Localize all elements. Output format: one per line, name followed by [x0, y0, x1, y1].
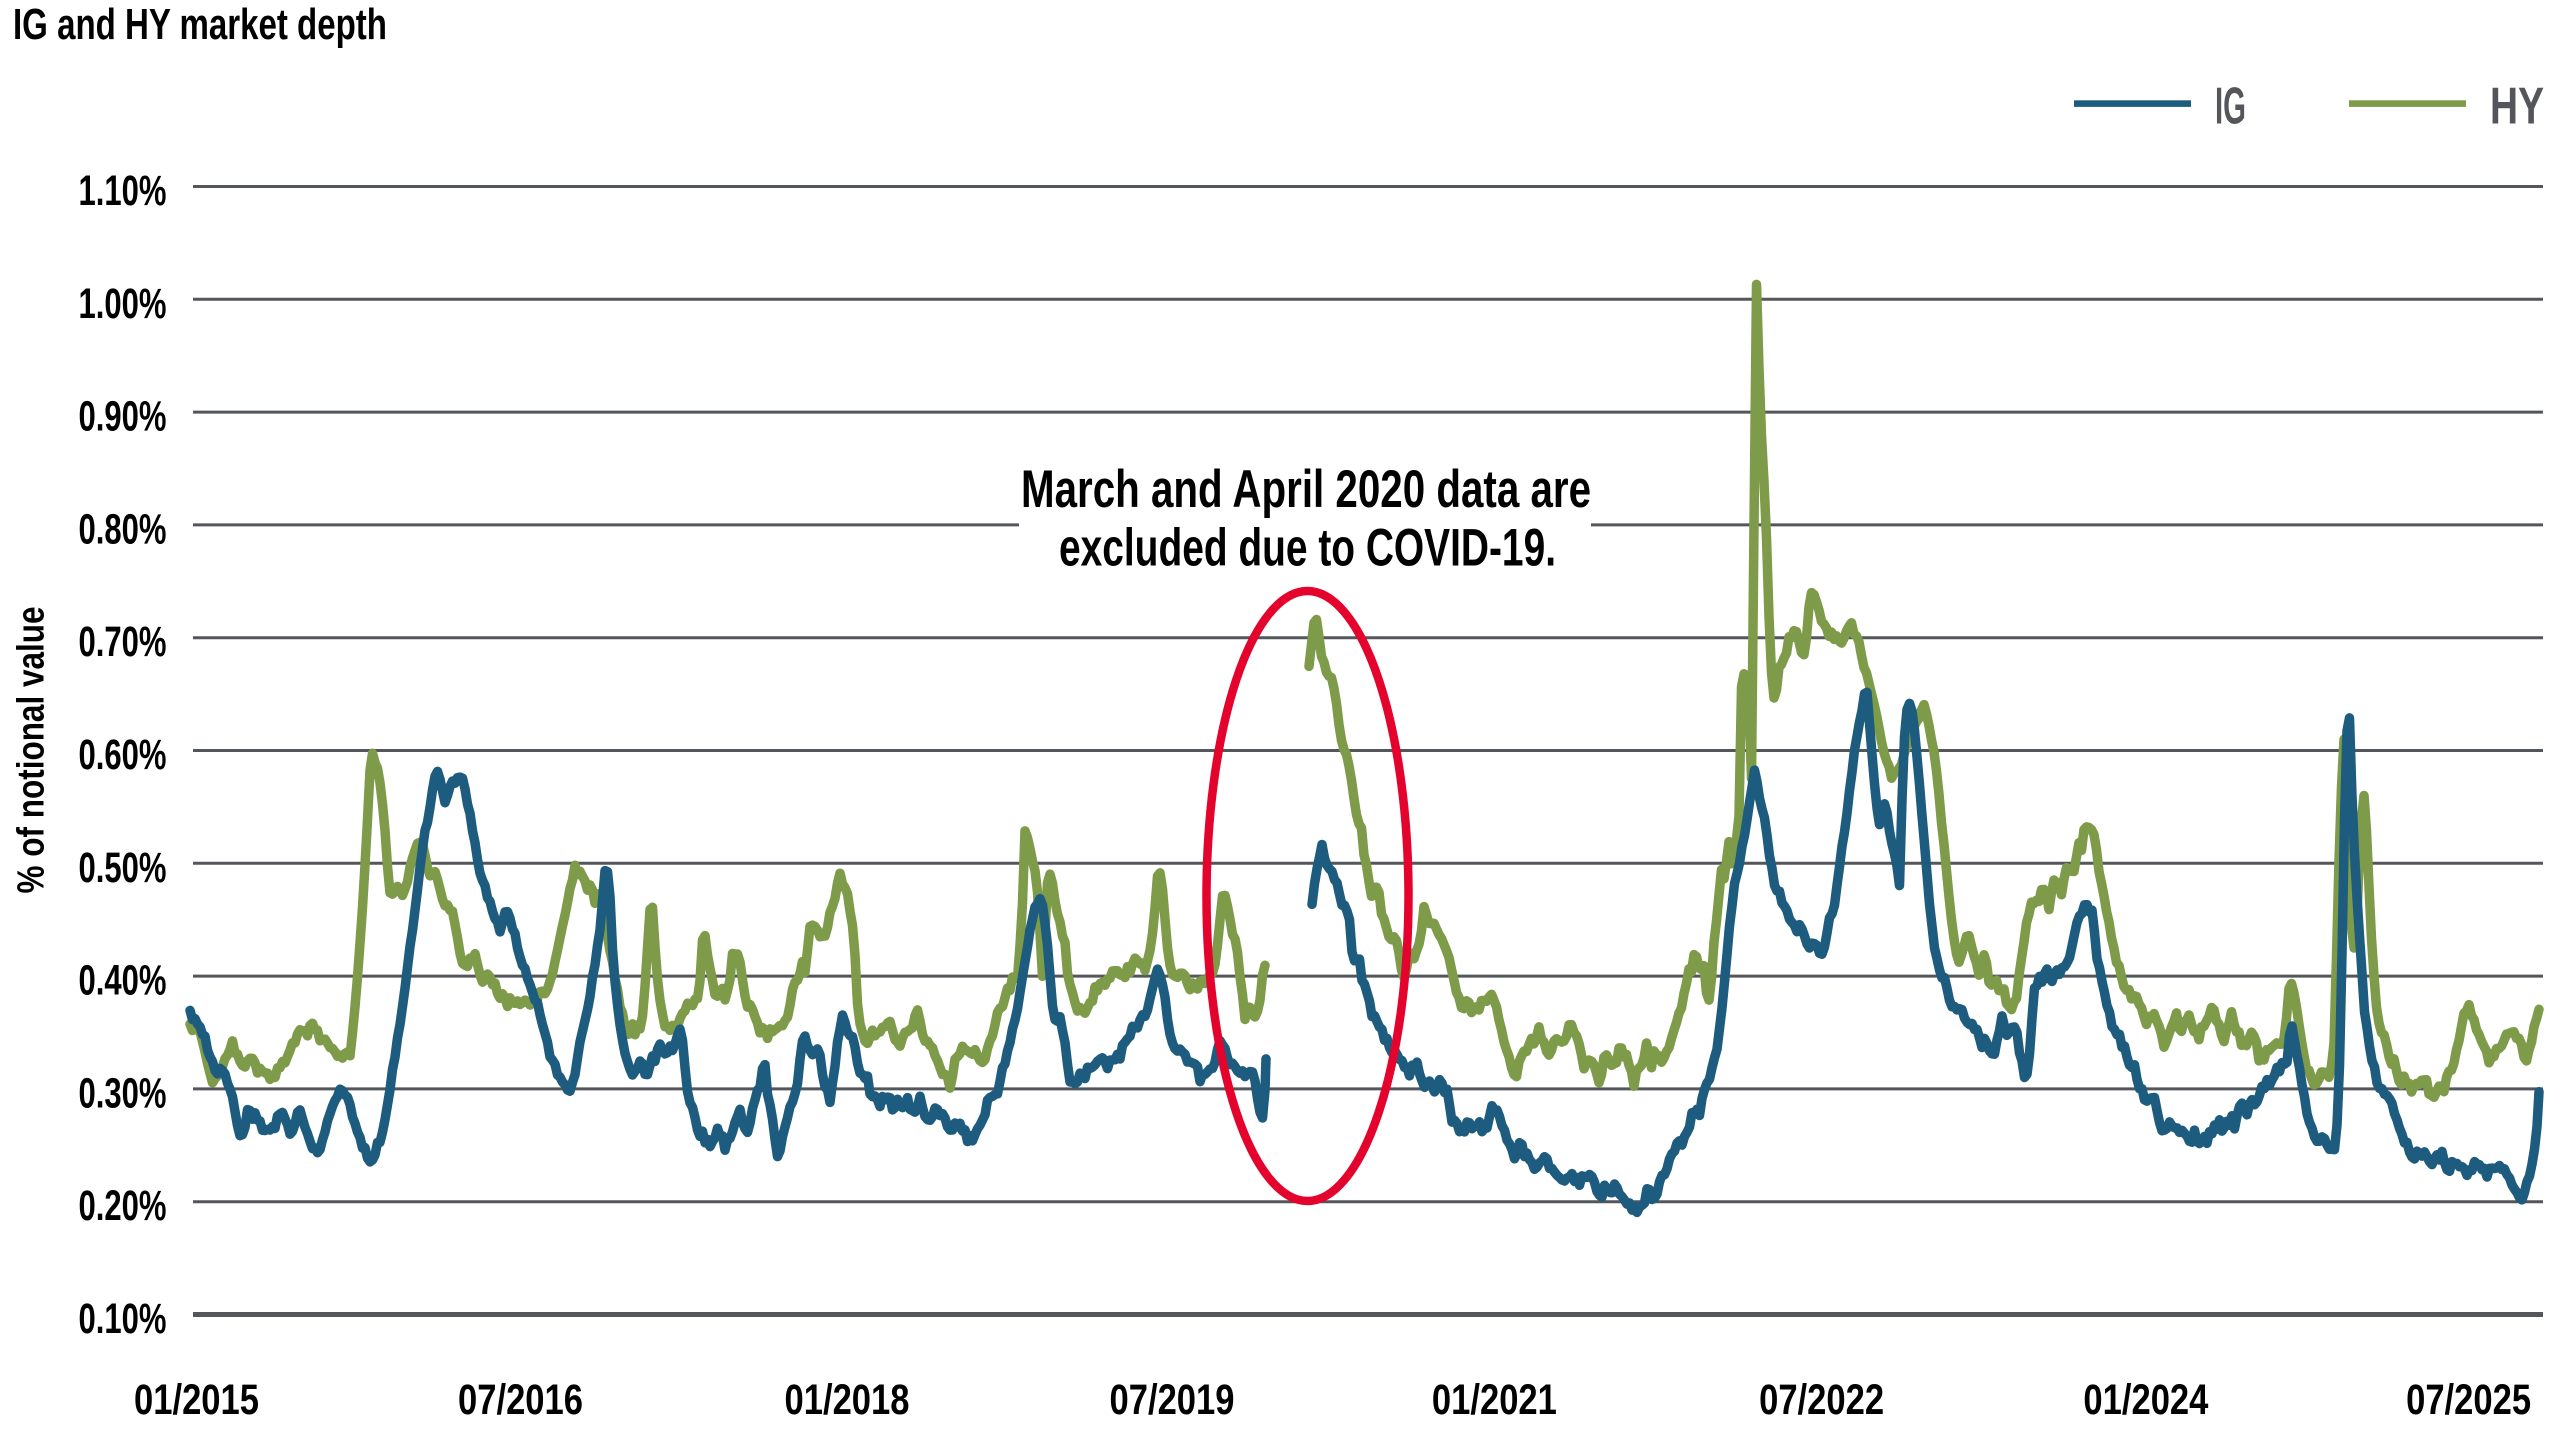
svg-text:% of notional value: % of notional value [11, 607, 53, 894]
svg-text:1.10%: 1.10% [79, 168, 167, 215]
svg-text:0.20%: 0.20% [79, 1183, 167, 1230]
svg-text:1.00%: 1.00% [79, 281, 167, 328]
svg-text:0.70%: 0.70% [79, 619, 167, 666]
svg-text:IG and HY market depth: IG and HY market depth [13, 0, 387, 49]
svg-text:0.80%: 0.80% [79, 506, 167, 553]
svg-text:0.30%: 0.30% [79, 1070, 167, 1117]
svg-text:IG: IG [2215, 78, 2246, 136]
svg-text:HY: HY [2490, 78, 2544, 136]
svg-text:07/2022: 07/2022 [1759, 1377, 1884, 1424]
svg-text:March and April 2020 data are: March and April 2020 data are [1021, 460, 1591, 519]
svg-text:01/2018: 01/2018 [785, 1377, 910, 1424]
svg-text:0.10%: 0.10% [79, 1296, 167, 1343]
svg-text:07/2019: 07/2019 [1110, 1377, 1235, 1424]
svg-text:0.50%: 0.50% [79, 845, 167, 892]
svg-text:excluded due to COVID-19.: excluded due to COVID-19. [1059, 518, 1556, 577]
svg-text:0.90%: 0.90% [79, 394, 167, 441]
svg-text:01/2015: 01/2015 [134, 1377, 259, 1424]
svg-text:01/2021: 01/2021 [1432, 1377, 1557, 1424]
svg-text:01/2024: 01/2024 [2083, 1377, 2208, 1424]
svg-text:07/2016: 07/2016 [458, 1377, 583, 1424]
svg-text:07/2025: 07/2025 [2406, 1377, 2531, 1424]
svg-text:0.40%: 0.40% [79, 958, 167, 1005]
svg-text:0.60%: 0.60% [79, 732, 167, 779]
